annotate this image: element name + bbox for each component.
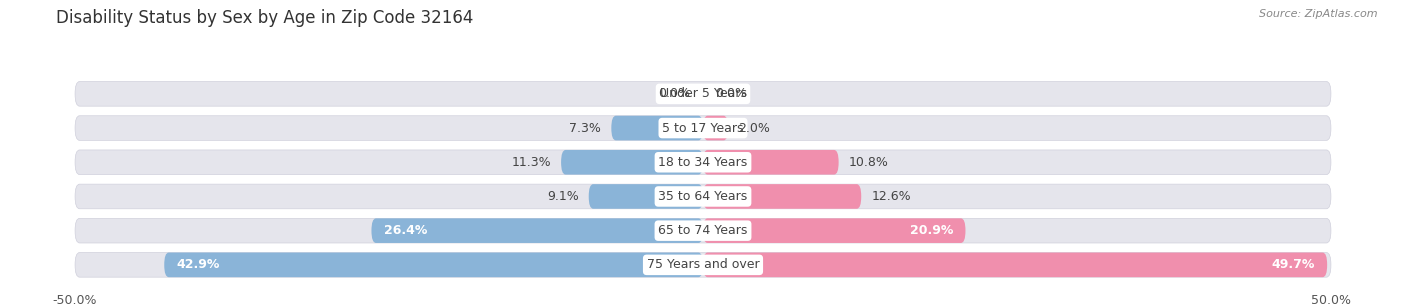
FancyBboxPatch shape — [561, 150, 703, 174]
FancyBboxPatch shape — [75, 253, 1331, 277]
Text: 2.0%: 2.0% — [738, 122, 770, 135]
Text: 26.4%: 26.4% — [384, 224, 427, 237]
Text: 10.8%: 10.8% — [849, 156, 889, 169]
FancyBboxPatch shape — [371, 218, 703, 243]
Text: 11.3%: 11.3% — [512, 156, 551, 169]
Text: Under 5 Years: Under 5 Years — [659, 87, 747, 100]
Text: 49.7%: 49.7% — [1271, 258, 1315, 271]
FancyBboxPatch shape — [75, 116, 1331, 140]
FancyBboxPatch shape — [703, 253, 1327, 277]
Text: 65 to 74 Years: 65 to 74 Years — [658, 224, 748, 237]
Text: 75 Years and over: 75 Years and over — [647, 258, 759, 271]
FancyBboxPatch shape — [703, 116, 728, 140]
FancyBboxPatch shape — [703, 150, 838, 174]
Text: Disability Status by Sex by Age in Zip Code 32164: Disability Status by Sex by Age in Zip C… — [56, 9, 474, 27]
Text: 35 to 64 Years: 35 to 64 Years — [658, 190, 748, 203]
Text: 42.9%: 42.9% — [177, 258, 221, 271]
FancyBboxPatch shape — [612, 116, 703, 140]
FancyBboxPatch shape — [75, 184, 1331, 209]
FancyBboxPatch shape — [589, 184, 703, 209]
FancyBboxPatch shape — [165, 253, 703, 277]
Text: 7.3%: 7.3% — [569, 122, 602, 135]
Text: 20.9%: 20.9% — [910, 224, 953, 237]
FancyBboxPatch shape — [703, 184, 862, 209]
FancyBboxPatch shape — [75, 218, 1331, 243]
Text: 0.0%: 0.0% — [658, 87, 690, 100]
FancyBboxPatch shape — [703, 218, 966, 243]
Text: 12.6%: 12.6% — [872, 190, 911, 203]
Text: 18 to 34 Years: 18 to 34 Years — [658, 156, 748, 169]
Text: Source: ZipAtlas.com: Source: ZipAtlas.com — [1260, 9, 1378, 19]
FancyBboxPatch shape — [75, 150, 1331, 174]
Text: 5 to 17 Years: 5 to 17 Years — [662, 122, 744, 135]
Text: 9.1%: 9.1% — [547, 190, 579, 203]
Text: 0.0%: 0.0% — [716, 87, 748, 100]
FancyBboxPatch shape — [75, 81, 1331, 106]
